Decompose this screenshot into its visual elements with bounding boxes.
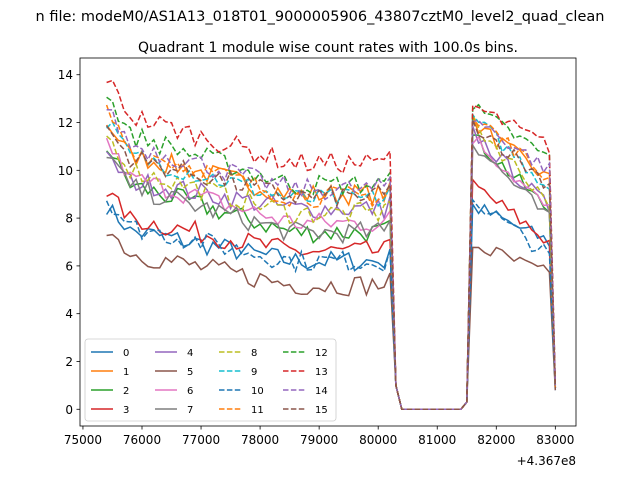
series-line-14 <box>106 108 557 411</box>
series-line-3 <box>106 177 557 411</box>
y-tick-label: 2 <box>65 355 73 369</box>
series-line-6 <box>105 135 557 411</box>
series-layer <box>105 79 557 411</box>
series-line-12 <box>106 96 557 411</box>
legend-label-12: 12 <box>315 348 328 359</box>
legend-label-14: 14 <box>315 386 328 397</box>
legend-label-6: 6 <box>187 386 193 397</box>
plot-frame <box>79 57 577 427</box>
y-tick-label: 14 <box>58 68 73 82</box>
series-line-15 <box>105 119 557 411</box>
y-tick-label: 12 <box>58 116 73 130</box>
x-offset-text: +4.367e8 <box>517 454 576 468</box>
y-tick-label: 6 <box>65 259 73 273</box>
legend-label-11: 11 <box>251 405 264 416</box>
y-tick-label: 10 <box>58 164 73 178</box>
series-line-10 <box>105 197 557 411</box>
axis-layer: 75000 76000 77000 78000 79000 80000 81000 82000… <box>58 68 575 447</box>
legend-label-15: 15 <box>315 405 328 416</box>
x-tick-label: 79000 <box>300 433 338 447</box>
x-tick-label: 83000 <box>536 433 574 447</box>
legend-label-2: 2 <box>123 386 129 397</box>
x-tick-label: 81000 <box>418 433 456 447</box>
y-tick-label: 8 <box>65 212 73 226</box>
x-tick-label: 82000 <box>477 433 515 447</box>
x-tick-label: 78000 <box>241 433 279 447</box>
legend-label-10: 10 <box>251 386 264 397</box>
x-tick-label: 75000 <box>64 433 102 447</box>
legend-label-4: 4 <box>187 348 193 359</box>
legend-label-5: 5 <box>187 367 193 378</box>
x-tick-label: 80000 <box>359 433 397 447</box>
legend-label-13: 13 <box>315 367 328 378</box>
y-tick-label: 4 <box>65 307 73 321</box>
series-line-8 <box>106 113 557 411</box>
x-tick-label: 77000 <box>182 433 220 447</box>
series-line-13 <box>106 79 557 411</box>
legend-label-7: 7 <box>187 405 193 416</box>
figure-suptitle: n file: modeM0/AS1A13_018T01_9000005906_… <box>36 9 605 25</box>
legend-label-0: 0 <box>123 348 129 359</box>
series-line-9 <box>106 112 557 411</box>
series-line-0 <box>105 201 557 411</box>
axes-title: Quadrant 1 module wise count rates with … <box>138 40 518 56</box>
legend-box <box>84 338 337 422</box>
legend-label-3: 3 <box>123 405 129 416</box>
y-tick-label: 0 <box>65 403 73 417</box>
legend-label-9: 9 <box>251 367 257 378</box>
legend-label-8: 8 <box>251 348 257 359</box>
series-line-7 <box>106 142 557 411</box>
legend-label-1: 1 <box>123 367 129 378</box>
x-tick-label: 76000 <box>123 433 161 447</box>
series-line-5 <box>106 233 557 411</box>
